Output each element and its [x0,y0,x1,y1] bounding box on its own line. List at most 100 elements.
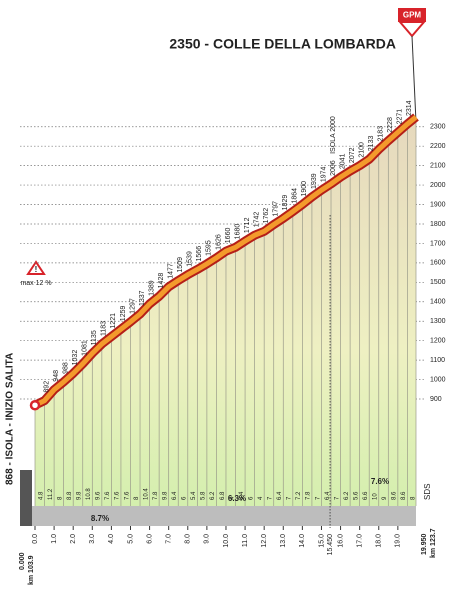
gradient-label: 8.6 [401,491,407,500]
gradient-label: 6.2 [210,491,216,500]
elevation-label: 2183 [378,126,385,142]
gradient-label: 7.8 [153,491,159,500]
y-tick-label: 2000 [430,182,446,189]
y-tick-label: 1500 [430,279,446,286]
elevation-label: 1742 [253,212,260,228]
max-gradient: max 12 % [20,280,51,287]
landmark-label: ISOLA 2000 [330,116,337,154]
elevation-label: 2228 [387,117,394,133]
x-tick-label: 17.0 [357,534,364,548]
gradient-label: 10 [373,493,379,500]
start-km: 0.000 [19,552,26,570]
elevation-label: 1183 [101,321,108,336]
gradient-label: 5.6 [353,491,359,500]
gradient-label: 7 [334,496,340,500]
elevation-label: 1566 [196,246,203,262]
gradient-label: 5.4 [191,491,197,500]
x-tick-label: 5.0 [127,534,134,544]
gradient-label: 9.6 [96,491,102,500]
gradient-label: 10.4 [143,488,149,500]
y-tick-label: 2100 [430,162,446,169]
x-tick-label: 1.0 [51,534,58,544]
x-tick-label: 2.0 [70,534,77,544]
gradient-label: 8 [410,496,416,500]
end-km-total: km 123.7 [430,528,437,558]
profile-line [33,115,418,408]
gradient-label: 6.8 [220,491,226,500]
gradient-label: 5.8 [201,491,207,500]
gpm-leader [411,35,417,123]
gpm-label: GPM [403,11,422,20]
gradient-label: 8 [134,496,140,500]
elevation-label: 1259 [120,306,127,322]
y-tick-label: 900 [430,396,442,403]
chart-title: 2350 - COLLE DELLA LOMBARDA [169,36,396,52]
gradient-label: 8 [57,496,63,500]
y-tick-label: 2300 [430,124,446,131]
base-strip [20,506,416,526]
average-gradient: 8.7% [91,514,109,523]
elevation-label: 1221 [110,313,117,329]
base-left [20,470,32,526]
gradient-label: 7.6 [105,491,111,500]
elevation-label: 1297 [129,298,136,314]
x-tick-label: 12.0 [261,534,268,548]
x-tick-label: 8.0 [185,534,192,544]
elevation-label: 2072 [349,147,356,163]
elevation-label: 1900 [301,181,308,197]
elevation-label: 1680 [234,224,241,240]
elevation-label: 1712 [244,217,251,233]
gradient-label: 6.6 [363,491,369,500]
gradient-label: 11.2 [48,488,54,500]
max-gradient-icon [26,260,46,275]
average-gradient: 6.3% [228,494,246,503]
elevation-label: 2271 [397,109,404,125]
x-tick-label: 4.0 [108,534,115,544]
y-tick-label: 1100 [430,357,445,364]
elevation-label: 948 [53,370,60,382]
elevation-label: 1539 [187,251,194,267]
gpm-badge [398,8,426,22]
elevation-label: 1032 [72,350,79,366]
gradient-label: 9.8 [162,491,168,500]
gradient-label: 7 [268,496,274,500]
x-tick-label: 16.0 [337,534,344,548]
x-tick-label: 3.0 [89,534,96,544]
elevation-label: 2133 [368,136,375,152]
elevation-label: 988 [62,362,69,374]
gradient-label: 6.4 [277,491,283,500]
elevation-label: 1337 [139,290,146,306]
gradient-label: 6 [248,496,254,500]
y-tick-label: 1000 [430,376,446,383]
elevation-label: 1660 [225,228,232,244]
landmark-km: 15.450 [327,534,334,556]
gradient-label: 9.8 [77,491,83,500]
x-tick-label: 10.0 [223,534,230,548]
elevation-label: 1829 [282,195,289,211]
average-gradient: 7.6% [371,477,389,486]
gradient-label: 6.2 [344,491,350,500]
elevation-label: 1509 [177,257,184,273]
y-tick-label: 1300 [430,318,446,325]
elevation-label: 1135 [91,330,98,345]
elevation-label: 1974 [320,166,327,182]
elevation-label: 1864 [292,188,299,204]
gradient-label: 7.8 [306,491,312,500]
elevation-label: 2041 [339,153,346,169]
elevation-label: 2100 [359,142,366,158]
x-tick-label: 0.0 [32,534,39,544]
start-km-total: km 103.9 [28,555,35,585]
elevation-label: 1477 [168,263,175,279]
gradient-label: 6.4 [325,491,331,500]
gradient-label: 9 [382,496,388,500]
x-tick-label: 11.0 [242,534,249,547]
gradient-label: 4 [229,496,235,500]
x-tick-label: 18.0 [376,534,383,548]
y-tick-label: 1200 [430,338,446,345]
elevation-label: 1762 [263,208,270,224]
start-label: 868 - ISOLA - INIZIO SALITA [5,353,16,485]
x-tick-label: 14.0 [299,534,306,548]
gradient-label: 7.6 [115,491,121,500]
elevation-label: 1081 [82,340,89,356]
